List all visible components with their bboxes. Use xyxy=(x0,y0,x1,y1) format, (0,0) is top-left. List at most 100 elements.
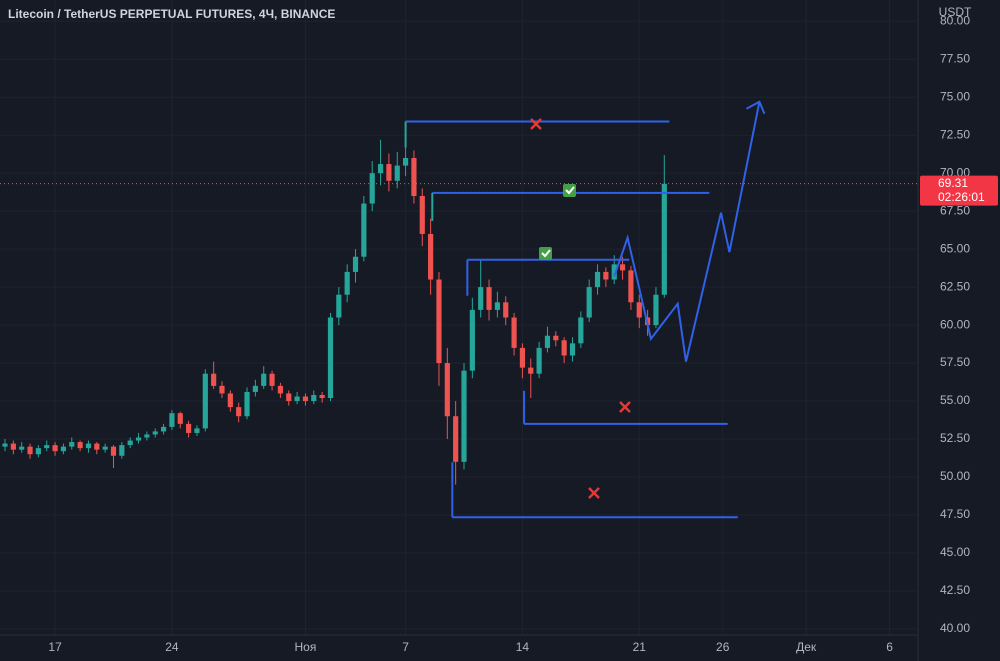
candle-body xyxy=(661,183,667,295)
y-tick-label: 75.00 xyxy=(940,89,970,103)
candle-body xyxy=(52,445,58,452)
x-tick-label: 26 xyxy=(716,640,730,654)
candle-body xyxy=(85,443,92,449)
candle-body xyxy=(403,157,409,166)
candle-body xyxy=(186,423,192,433)
candle-body xyxy=(236,407,242,417)
x-tick-label: 24 xyxy=(165,640,179,654)
x-tick-label: 6 xyxy=(886,640,893,654)
candle-body xyxy=(244,391,250,417)
candle-body xyxy=(2,443,8,447)
candle-body xyxy=(377,164,384,174)
cross-marker xyxy=(588,487,600,499)
candle-body xyxy=(302,396,309,402)
x-tick-label: 21 xyxy=(633,640,647,654)
cross-marker xyxy=(530,118,542,130)
x-tick-label: Ноя xyxy=(295,640,317,654)
candle-body xyxy=(578,317,584,344)
candle-body xyxy=(27,446,33,455)
candle-body xyxy=(453,416,459,462)
candle-body xyxy=(553,335,559,341)
candle-body xyxy=(211,373,217,386)
candle-body xyxy=(594,271,601,288)
candle-body xyxy=(461,370,467,462)
candle-body xyxy=(194,428,200,433)
candle-body xyxy=(394,165,400,181)
candle-body xyxy=(327,317,334,399)
candle-body xyxy=(127,440,133,446)
price-label: 69.31 xyxy=(938,176,968,190)
candle-body xyxy=(536,347,542,374)
projection-path xyxy=(613,101,761,362)
x-tick-label: 17 xyxy=(48,640,62,654)
candle-body xyxy=(311,394,317,402)
candle-body xyxy=(561,340,567,356)
cross-marker xyxy=(619,401,631,413)
x-tick-label: 14 xyxy=(516,640,530,654)
plot xyxy=(0,100,918,519)
y-tick-label: 52.50 xyxy=(940,431,970,445)
candle-body xyxy=(69,442,75,447)
chart-title: Litecoin / TetherUS PERPETUAL FUTURES, 4… xyxy=(8,7,335,21)
candle-body xyxy=(444,363,450,417)
candle-body xyxy=(219,385,225,394)
x-tick-label: 7 xyxy=(402,640,409,654)
candle-body xyxy=(227,393,233,408)
candle-body xyxy=(611,264,617,280)
y-tick-label: 40.00 xyxy=(940,621,970,635)
candle-body xyxy=(619,264,626,271)
y-tick-label: 47.50 xyxy=(940,507,970,521)
y-tick-label: 55.00 xyxy=(940,393,970,407)
candle-body xyxy=(261,373,267,386)
candle-body xyxy=(494,302,500,310)
candle-body xyxy=(169,413,175,427)
y-tick-label: 77.50 xyxy=(940,51,970,65)
candle-body xyxy=(286,393,292,402)
y-tick-label: 60.00 xyxy=(940,317,970,331)
y-tick-label: 65.00 xyxy=(940,241,970,255)
price-label-box xyxy=(920,175,998,206)
y-tick-label: 72.50 xyxy=(940,127,970,141)
candle-body xyxy=(344,271,350,295)
candle-body xyxy=(636,302,642,318)
candle-body xyxy=(528,367,534,374)
candle-body xyxy=(294,396,300,402)
candle-body xyxy=(628,270,634,303)
candle-body xyxy=(252,385,258,392)
candle-body xyxy=(436,279,442,364)
candle-body xyxy=(110,446,117,456)
candle-body xyxy=(428,233,434,280)
candle-body xyxy=(336,294,342,318)
markers xyxy=(530,118,631,499)
candle-body xyxy=(469,309,475,371)
axis-title: USDT xyxy=(939,5,972,19)
candle-body xyxy=(486,287,492,310)
candle-body xyxy=(177,413,183,424)
candle-body xyxy=(19,446,25,450)
candle-body xyxy=(511,317,517,348)
candle-body xyxy=(277,385,283,394)
candle-body xyxy=(160,426,167,432)
candle-body xyxy=(386,164,392,181)
candle-body xyxy=(60,446,67,452)
y-tick-label: 50.00 xyxy=(940,469,970,483)
check-marker xyxy=(539,247,552,260)
projection-arrowhead xyxy=(745,100,766,115)
candle-body xyxy=(119,445,125,456)
candle-body xyxy=(319,394,325,399)
candle-body xyxy=(144,434,150,438)
candle-body xyxy=(35,448,41,455)
candle-body xyxy=(361,203,367,257)
candle-body xyxy=(94,443,100,450)
grid xyxy=(0,0,918,635)
y-tick-label: 67.50 xyxy=(940,203,970,217)
candle-body xyxy=(10,443,16,450)
countdown-label: 02:26:01 xyxy=(938,190,985,204)
candle-body xyxy=(102,446,108,450)
candle-body xyxy=(586,287,592,318)
candle-body xyxy=(519,347,526,368)
candle-body xyxy=(202,373,208,429)
candle-body xyxy=(352,256,359,272)
